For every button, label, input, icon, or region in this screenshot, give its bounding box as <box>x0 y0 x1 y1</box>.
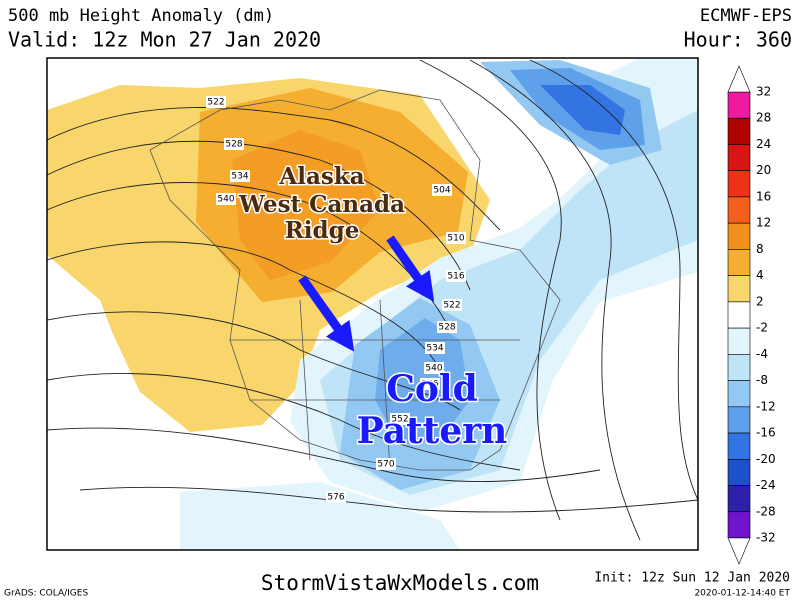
contour-label: 504 <box>433 186 450 196</box>
contour-label-box <box>442 299 462 311</box>
contour-label-box <box>326 491 346 503</box>
colorbar-label: -2 <box>756 321 768 335</box>
contour-label: 528 <box>438 323 455 333</box>
colorbar-label: 20 <box>756 163 771 177</box>
colorbar-swatch <box>727 91 751 119</box>
colorbar-swatch <box>727 249 751 276</box>
contour-label: 576 <box>327 493 344 503</box>
grads-credit: GrADS: COLA/IGES <box>4 589 88 599</box>
title: 500 mb Height Anomaly (dm) <box>8 6 274 26</box>
colorbar-swatch <box>727 485 751 513</box>
contour-label: 534 <box>426 344 443 354</box>
colorbar-swatch <box>727 511 751 539</box>
colorbar-swatch <box>727 406 751 434</box>
contour-label: 522 <box>443 301 460 311</box>
map-frame <box>46 57 699 551</box>
contour-label-box <box>425 342 445 354</box>
contour-label: 516 <box>447 272 464 282</box>
contour-label: 540 <box>425 364 442 374</box>
colorbar-swatch <box>727 301 751 329</box>
colorbar-swatch <box>727 275 751 303</box>
colorbar-swatch <box>727 327 751 355</box>
colorbar-label: 8 <box>756 242 764 256</box>
contour-label-box <box>446 270 466 282</box>
contour-label-box <box>230 170 250 182</box>
colorbar-swatch <box>727 117 751 145</box>
cold-annotation: Cold <box>386 368 478 410</box>
colorbar-swatch <box>727 458 751 486</box>
init-time: Init: 12z Sun 12 Jan 2020 <box>594 571 790 586</box>
contour-label: 510 <box>447 234 464 244</box>
contour-label-box <box>432 184 452 196</box>
colorbar-label: 2 <box>756 294 764 308</box>
valid-time: Valid: 12z Mon 27 Jan 2020 <box>8 28 321 52</box>
contour-label: 552 <box>391 415 408 425</box>
colorbar-swatch <box>727 170 751 198</box>
model: ECMWF-EPS <box>700 6 792 26</box>
contour-label-box <box>390 413 410 425</box>
contour-label: 534 <box>231 172 248 182</box>
colorbar-label: 16 <box>756 189 771 203</box>
colorbar-swatch <box>727 432 751 460</box>
colorbar-label: -28 <box>756 504 776 518</box>
contour-label: 540 <box>217 195 234 205</box>
colorbar-arrow <box>727 65 751 93</box>
colorbar-label: -16 <box>756 426 776 440</box>
colorbar-label: 32 <box>756 85 771 99</box>
colorbar-label: 4 <box>756 268 764 282</box>
contour-label-box <box>376 458 396 470</box>
timestamp: 2020-01-12-14:40 ET <box>694 589 790 599</box>
contour-label-box <box>446 232 466 244</box>
ridge-annotation: Ridge <box>285 217 360 244</box>
colorbar-label: -32 <box>756 531 776 545</box>
contour-label: 546 <box>421 380 438 390</box>
map <box>47 58 698 550</box>
colorbar-swatch <box>727 144 751 172</box>
ridge-annotation: West Canada <box>238 191 405 218</box>
ridge-annotation: Alaska <box>278 163 364 190</box>
colorbar-label: -24 <box>756 478 776 492</box>
cold-annotation: Pattern <box>357 410 508 452</box>
contour-label: 570 <box>377 460 394 470</box>
colorbar-swatch <box>727 354 751 381</box>
colorbar-label: 28 <box>756 111 771 125</box>
colorbar-arrow <box>727 537 751 565</box>
colorbar-label: 24 <box>756 137 771 151</box>
contour-label-box <box>424 362 444 374</box>
forecast-hour: Hour: 360 <box>684 28 792 52</box>
colorbar-swatch <box>727 222 751 250</box>
colorbar-swatch <box>727 380 751 408</box>
colorbar: 32 28 24 20 16 12 8 4 2 -2 -4 -8 -12 -16 -20 -24 -28 -32 <box>727 65 776 565</box>
contour-label-box <box>206 96 226 108</box>
contour-label-box <box>224 138 244 150</box>
contour-label-box <box>216 193 236 205</box>
colorbar-label: -8 <box>756 373 768 387</box>
contour-label: 522 <box>207 98 224 108</box>
colorbar-label: -20 <box>756 452 776 466</box>
colorbar-swatch <box>727 196 751 224</box>
site-name: StormVistaWxModels.com <box>261 571 539 595</box>
colorbar-label: 12 <box>756 216 771 230</box>
colorbar-label: -12 <box>756 399 776 413</box>
contour-label: 528 <box>225 140 242 150</box>
contour-label-box <box>420 378 440 390</box>
contour-label-box <box>437 321 457 333</box>
colorbar-label: -4 <box>756 347 768 361</box>
